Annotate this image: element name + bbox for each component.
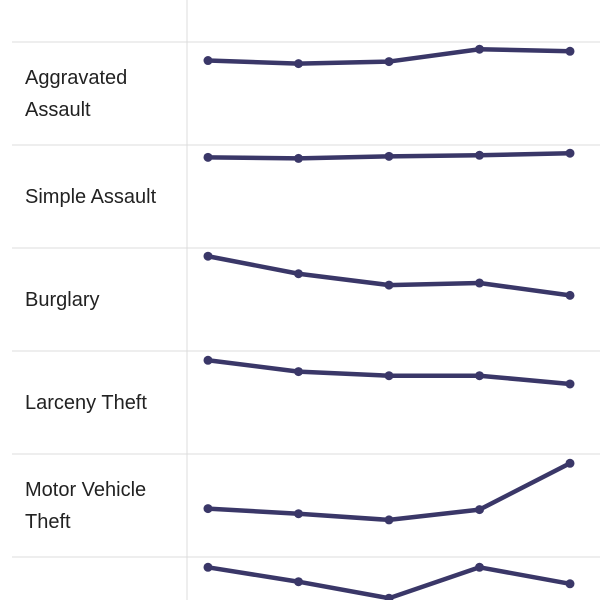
sparkline-point (294, 153, 303, 163)
row-label: Motor Vehicle Theft (25, 478, 147, 533)
sparkline-point (475, 371, 484, 381)
sparkline (205, 461, 573, 523)
sparkline-point (203, 562, 213, 572)
sparkline-point (203, 56, 213, 66)
sparkline-point (384, 515, 394, 525)
sparkline-point (565, 379, 575, 389)
sparkline-point (384, 57, 394, 67)
sparkline-point (565, 148, 575, 158)
sparkline-point (203, 504, 213, 514)
sparkline-point (294, 59, 303, 69)
sparkline-point (475, 562, 484, 572)
sparkline-point (384, 593, 394, 600)
row-label: Larceny Theft (25, 391, 147, 414)
sparkline-point (475, 44, 484, 54)
sparkline-point (384, 371, 394, 381)
sparkline-point (294, 367, 303, 377)
row-label: Aggravated Assault (25, 66, 128, 121)
sparkline-point (203, 251, 213, 261)
sparkline-point (294, 269, 303, 279)
sparkline-point (565, 290, 575, 300)
sparkline-point (475, 278, 484, 288)
sparkline-point (475, 505, 484, 515)
row-label: Simple Assault (25, 185, 157, 208)
sparkline (205, 565, 573, 600)
sparkline-point (475, 150, 484, 160)
sparkline-point (565, 46, 575, 56)
sparkline-point (203, 152, 213, 162)
sparkline-point (203, 355, 213, 365)
sparkline-point (565, 579, 575, 589)
sparkline-point (384, 151, 394, 161)
sparkline-point (294, 577, 303, 587)
row-label: Burglary (25, 288, 100, 311)
sparkline-point (294, 509, 303, 519)
sparkline-point (384, 280, 394, 290)
sparkline-point (565, 458, 575, 468)
